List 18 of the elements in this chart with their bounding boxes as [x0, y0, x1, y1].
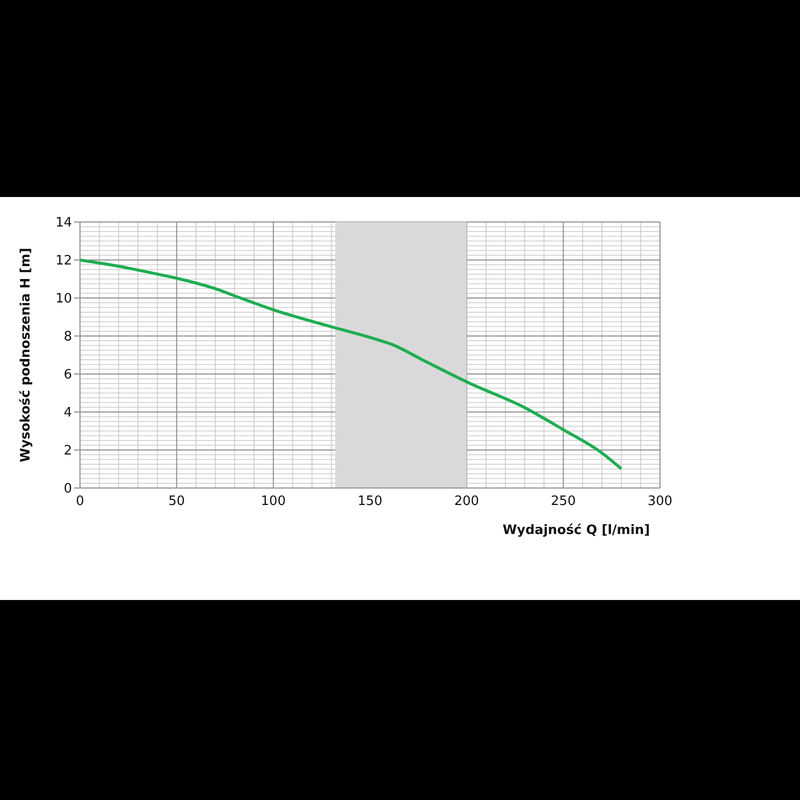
y-tick-label: 4	[64, 406, 72, 421]
x-tick-label: 50	[168, 494, 185, 510]
x-tick-label: 200	[454, 494, 480, 510]
x-tick-label: 150	[358, 494, 382, 510]
y-tick-label: 10	[55, 292, 72, 307]
x-tick-label: 250	[550, 494, 576, 510]
x-tick-label: 0	[76, 494, 84, 510]
y-tick-label: 12	[55, 254, 72, 269]
y-tick-label: 0	[64, 482, 72, 497]
y-tick-label: 14	[55, 216, 72, 231]
y-tick-label: 8	[64, 330, 72, 345]
y-axis-title: Wysokość podnoszenia H [m]	[18, 248, 34, 462]
x-axis-title: Wydajność Q [l/min]	[502, 523, 650, 538]
line-series	[80, 258, 623, 470]
y-tick-label: 2	[64, 444, 72, 459]
y-tick-label: 6	[64, 368, 72, 383]
x-tick-label: 100	[260, 494, 286, 510]
x-tick-label: 300	[648, 494, 672, 510]
